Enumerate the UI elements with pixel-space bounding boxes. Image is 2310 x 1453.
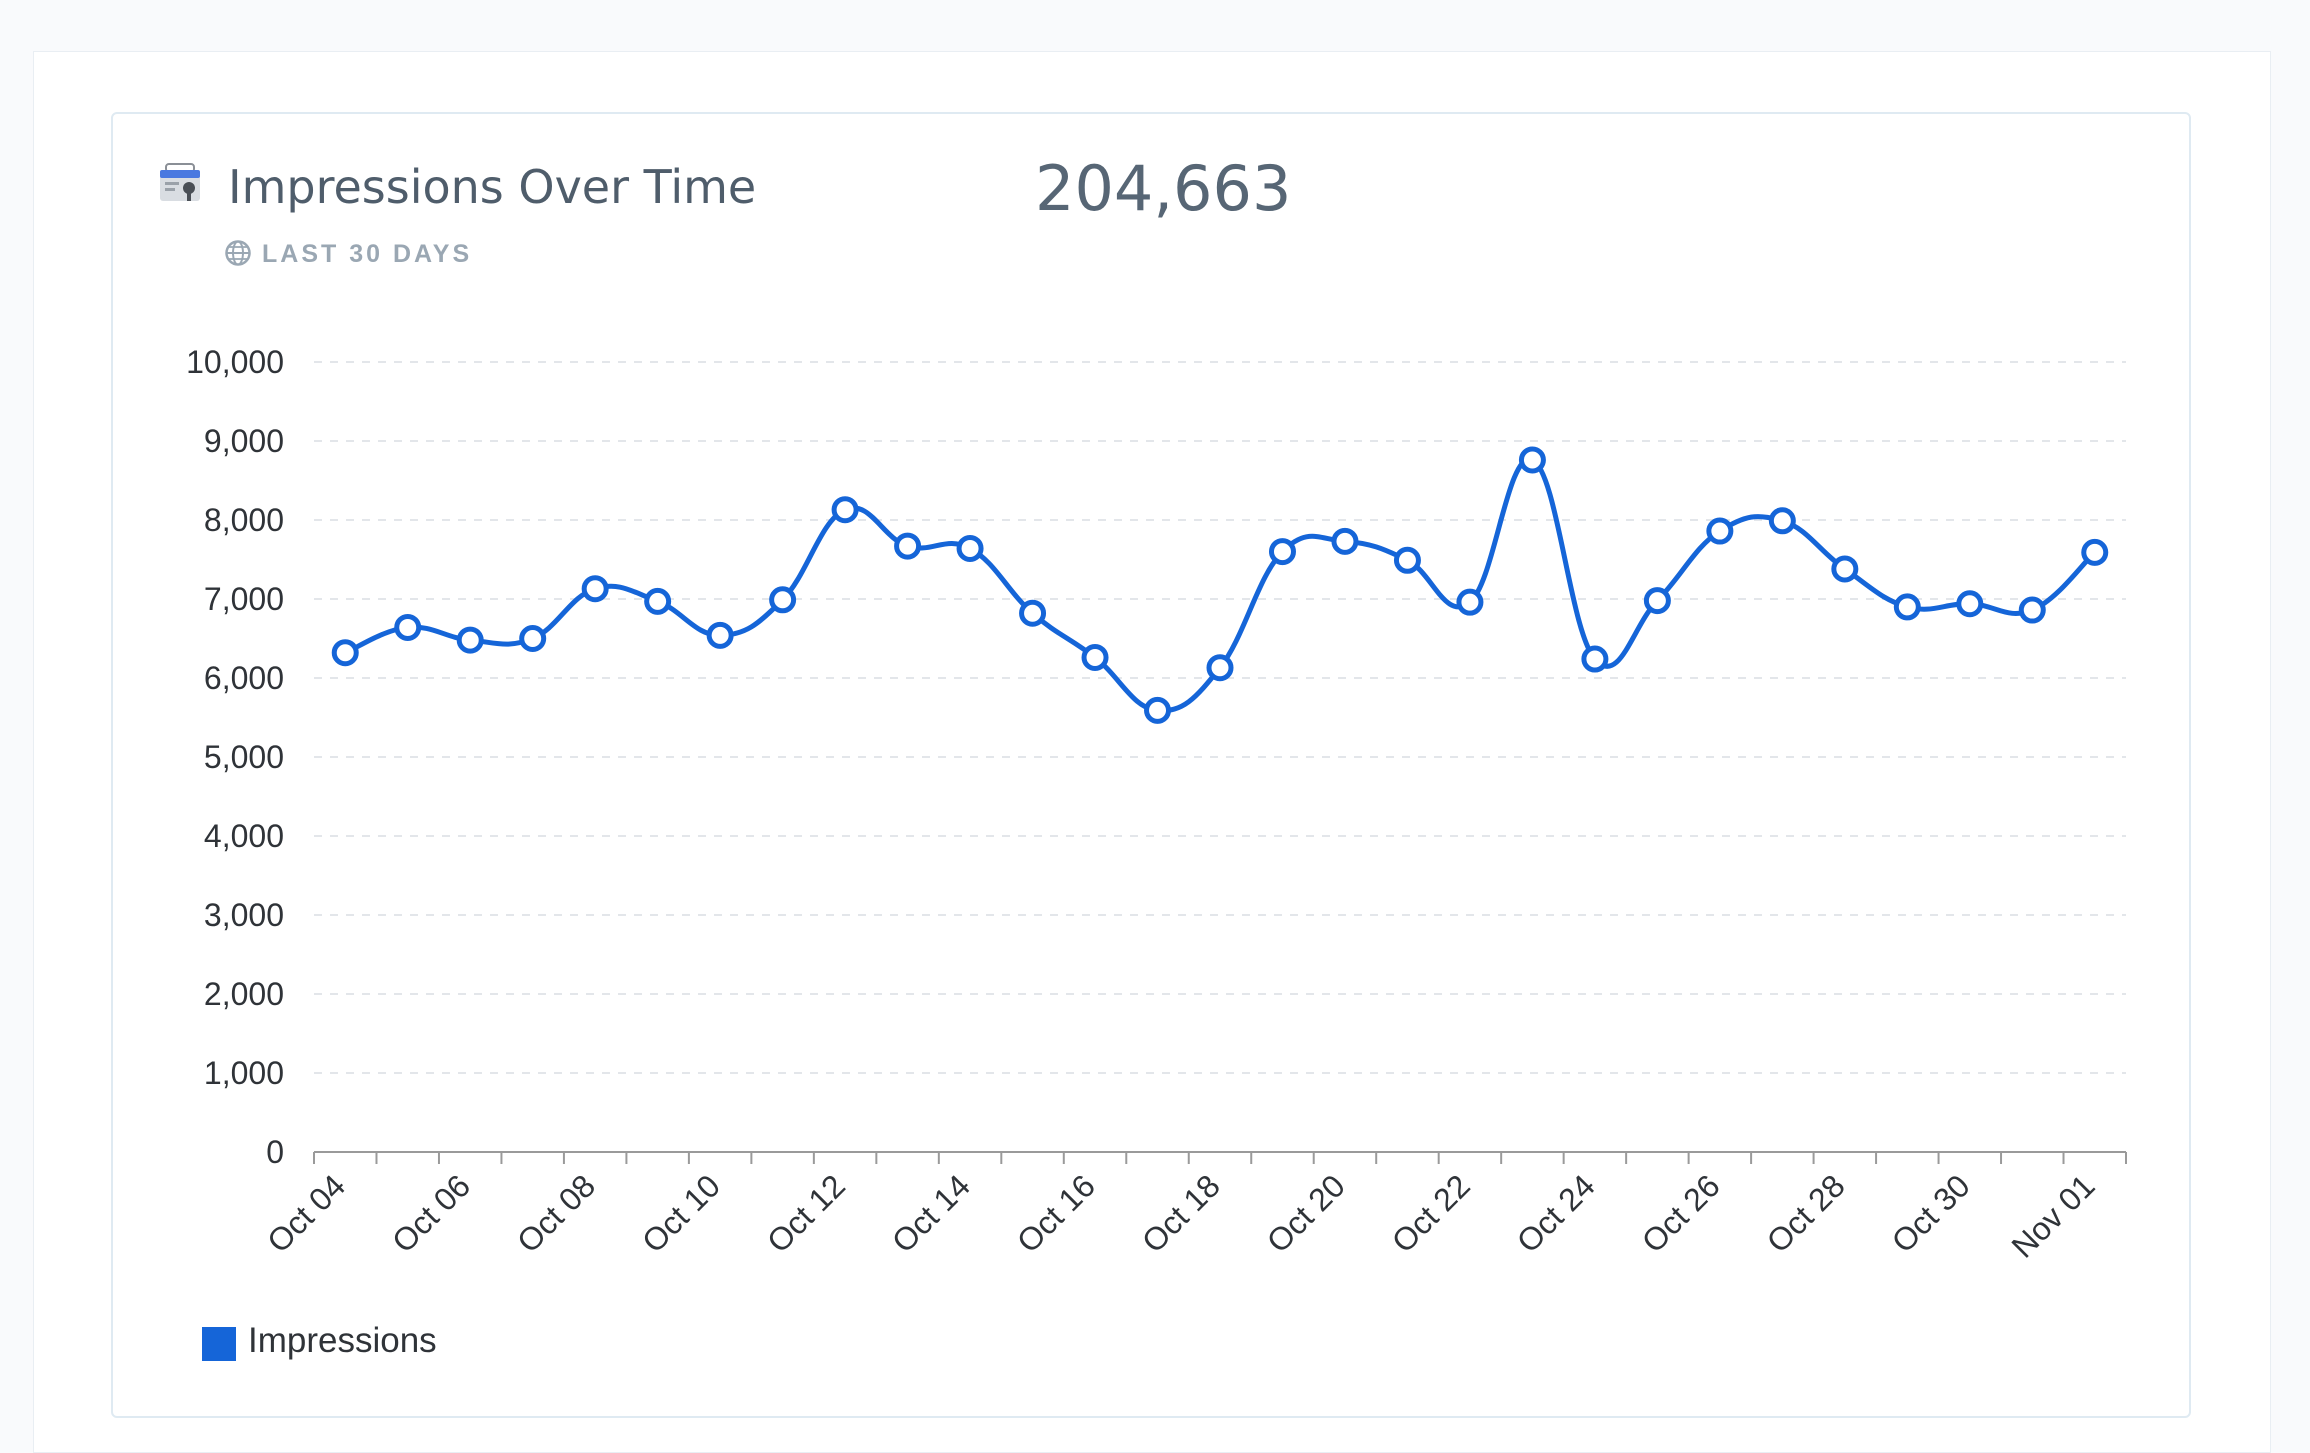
data-point: [1144, 696, 1172, 724]
x-tick-label: Oct 16: [1010, 1167, 1102, 1259]
search-console-icon: [160, 163, 200, 201]
x-tick-label: Oct 14: [885, 1167, 977, 1259]
y-tick-label: 8,000: [204, 502, 284, 538]
y-tick-label: 7,000: [204, 581, 284, 617]
data-point: [1643, 587, 1671, 615]
data-point: [1768, 507, 1796, 535]
y-tick-label: 0: [266, 1134, 284, 1170]
data-point: [831, 496, 859, 524]
data-point: [1268, 538, 1296, 566]
data-point: [706, 621, 734, 649]
widget-title: Impressions Over Time: [228, 160, 757, 214]
data-point: [2018, 596, 2046, 624]
x-tick-label: Oct 18: [1135, 1167, 1227, 1259]
legend-label-impressions[interactable]: Impressions: [248, 1321, 437, 1360]
y-tick-label: 6,000: [204, 660, 284, 696]
period-label: LAST 30 DAYS: [262, 240, 473, 268]
impressions-widget-card: [111, 112, 2191, 1418]
x-tick-label: Oct 08: [510, 1167, 602, 1259]
x-tick-label: Oct 10: [635, 1167, 727, 1259]
x-tick-label: Oct 20: [1260, 1167, 1352, 1259]
legend-swatch-impressions[interactable]: [202, 1327, 236, 1361]
data-point: [331, 639, 359, 667]
data-point: [894, 532, 922, 560]
data-point: [1456, 588, 1484, 616]
data-point: [1206, 654, 1234, 682]
y-tick-label: 4,000: [204, 818, 284, 854]
data-point: [1518, 446, 1546, 474]
data-point: [1956, 590, 1984, 618]
data-point: [769, 586, 797, 614]
data-point: [1706, 517, 1734, 545]
data-point: [1831, 555, 1859, 583]
x-tick-label: Oct 26: [1635, 1167, 1727, 1259]
globe-icon: [225, 240, 251, 266]
data-point: [394, 613, 422, 641]
data-point: [1393, 546, 1421, 574]
data-point: [456, 626, 484, 654]
x-tick-label: Nov 01: [2005, 1167, 2102, 1264]
x-tick-label: Oct 22: [1385, 1167, 1477, 1259]
data-point: [644, 587, 672, 615]
y-tick-label: 2,000: [204, 976, 284, 1012]
data-point: [1581, 645, 1609, 673]
y-tick-label: 1,000: [204, 1055, 284, 1091]
data-point: [1893, 593, 1921, 621]
y-tick-label: 3,000: [204, 897, 284, 933]
data-point: [956, 534, 984, 562]
data-point: [1331, 527, 1359, 555]
x-tick-label: Oct 30: [1885, 1167, 1977, 1259]
data-point: [519, 625, 547, 652]
y-tick-label: 10,000: [186, 344, 284, 380]
total-impressions-value: 204,663: [1035, 152, 1292, 225]
x-tick-label: Oct 06: [385, 1167, 477, 1259]
x-tick-label: Oct 04: [260, 1167, 352, 1259]
x-tick-label: Oct 12: [760, 1167, 852, 1259]
data-point: [1019, 599, 1047, 627]
y-tick-label: 5,000: [204, 739, 284, 775]
x-tick-label: Oct 28: [1760, 1167, 1852, 1259]
data-point: [581, 575, 609, 603]
x-tick-label: Oct 24: [1510, 1167, 1602, 1259]
data-point: [2081, 538, 2109, 566]
y-tick-label: 9,000: [204, 423, 284, 459]
data-point: [1081, 643, 1109, 671]
